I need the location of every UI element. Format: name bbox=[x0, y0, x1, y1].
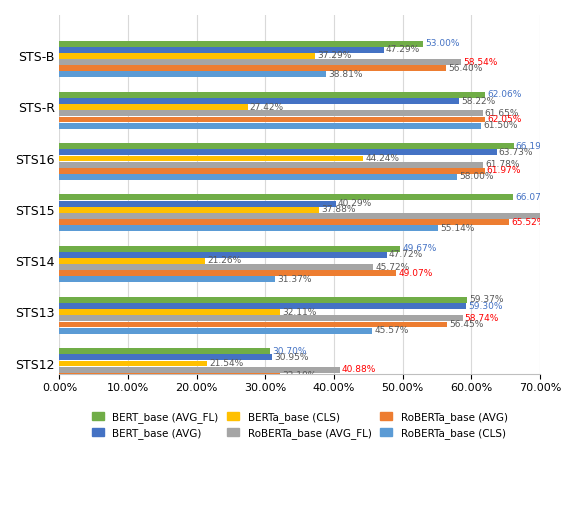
Text: 49.67%: 49.67% bbox=[403, 244, 437, 253]
Bar bbox=[59, 72, 326, 77]
Bar bbox=[59, 225, 438, 231]
Bar bbox=[59, 354, 272, 360]
Bar bbox=[59, 104, 248, 110]
Text: 53.00%: 53.00% bbox=[425, 39, 460, 48]
Bar bbox=[59, 276, 275, 282]
Bar bbox=[59, 66, 446, 71]
Bar bbox=[59, 168, 485, 174]
Bar bbox=[59, 328, 372, 334]
Bar bbox=[59, 98, 459, 104]
Text: 40.29%: 40.29% bbox=[338, 199, 372, 208]
Text: 61.78%: 61.78% bbox=[486, 160, 520, 169]
Bar bbox=[59, 246, 400, 251]
Bar bbox=[59, 201, 336, 206]
Bar bbox=[59, 117, 485, 122]
Bar bbox=[59, 219, 509, 225]
Bar bbox=[59, 379, 174, 385]
Text: 61.50%: 61.50% bbox=[483, 121, 518, 130]
Text: 59.30%: 59.30% bbox=[468, 302, 503, 311]
Text: 32.11%: 32.11% bbox=[282, 308, 316, 317]
Bar bbox=[59, 348, 270, 354]
Text: 49.07%: 49.07% bbox=[398, 269, 433, 278]
Bar bbox=[59, 297, 467, 303]
Bar bbox=[59, 258, 206, 264]
Bar bbox=[59, 303, 467, 309]
Text: 61.97%: 61.97% bbox=[487, 166, 521, 175]
Legend: BERT_base (AVG_FL), BERT_base (AVG), BERTa_base (CLS), RoBERTa_base (AVG_FL), Ro: BERT_base (AVG_FL), BERT_base (AVG), BER… bbox=[88, 408, 512, 443]
Text: 59.37%: 59.37% bbox=[469, 295, 503, 305]
Bar bbox=[59, 53, 316, 59]
Text: 55.14%: 55.14% bbox=[440, 224, 474, 232]
Text: 37.88%: 37.88% bbox=[321, 205, 356, 214]
Text: 56.40%: 56.40% bbox=[449, 64, 483, 73]
Bar bbox=[59, 47, 384, 53]
Text: 47.29%: 47.29% bbox=[386, 46, 420, 54]
Text: 30.95%: 30.95% bbox=[274, 353, 308, 362]
Bar bbox=[59, 315, 463, 322]
Bar bbox=[59, 156, 363, 161]
Text: 58.22%: 58.22% bbox=[461, 97, 495, 105]
Text: 37.29%: 37.29% bbox=[317, 52, 352, 60]
Text: 30.70%: 30.70% bbox=[272, 347, 306, 356]
Bar bbox=[59, 150, 497, 155]
Text: 32.10%: 32.10% bbox=[282, 371, 316, 380]
Bar bbox=[59, 309, 280, 315]
Text: 45.72%: 45.72% bbox=[376, 263, 410, 271]
Bar bbox=[59, 143, 514, 149]
Bar bbox=[59, 373, 280, 379]
Bar bbox=[59, 367, 340, 373]
Bar bbox=[59, 123, 482, 129]
Text: 27.42%: 27.42% bbox=[249, 103, 284, 112]
Text: 56.45%: 56.45% bbox=[449, 320, 483, 329]
Text: 62.06%: 62.06% bbox=[487, 91, 522, 99]
Text: 58.00%: 58.00% bbox=[460, 173, 494, 181]
Bar bbox=[59, 92, 486, 98]
Bar bbox=[59, 195, 513, 200]
Text: 38.81%: 38.81% bbox=[328, 70, 362, 79]
Text: 31.37%: 31.37% bbox=[277, 275, 311, 284]
Bar bbox=[59, 174, 457, 180]
Text: 47.72%: 47.72% bbox=[389, 250, 423, 259]
Text: 66.19%: 66.19% bbox=[516, 142, 550, 151]
Bar bbox=[59, 360, 207, 367]
Bar bbox=[59, 264, 373, 270]
Text: 62.05%: 62.05% bbox=[487, 115, 522, 124]
Text: 61.65%: 61.65% bbox=[484, 109, 519, 118]
Bar bbox=[59, 111, 483, 116]
Text: 45.57%: 45.57% bbox=[374, 326, 408, 335]
Text: 58.54%: 58.54% bbox=[463, 58, 498, 67]
Text: 40.88%: 40.88% bbox=[342, 365, 377, 374]
Bar bbox=[59, 252, 387, 258]
Bar bbox=[59, 270, 396, 276]
Text: 63.73%: 63.73% bbox=[499, 148, 533, 157]
Text: 66.07%: 66.07% bbox=[515, 193, 550, 202]
Text: 21.54%: 21.54% bbox=[209, 359, 244, 368]
Text: 44.24%: 44.24% bbox=[365, 154, 399, 163]
Text: 21.26%: 21.26% bbox=[207, 257, 242, 265]
Text: 58.74%: 58.74% bbox=[465, 314, 499, 323]
Bar bbox=[59, 41, 423, 47]
Bar bbox=[59, 207, 320, 212]
Text: 16.67%: 16.67% bbox=[176, 377, 210, 387]
Text: 65.52%: 65.52% bbox=[511, 218, 545, 226]
Bar bbox=[59, 213, 576, 219]
Bar bbox=[59, 59, 461, 65]
Bar bbox=[59, 162, 483, 167]
Bar bbox=[59, 322, 447, 328]
